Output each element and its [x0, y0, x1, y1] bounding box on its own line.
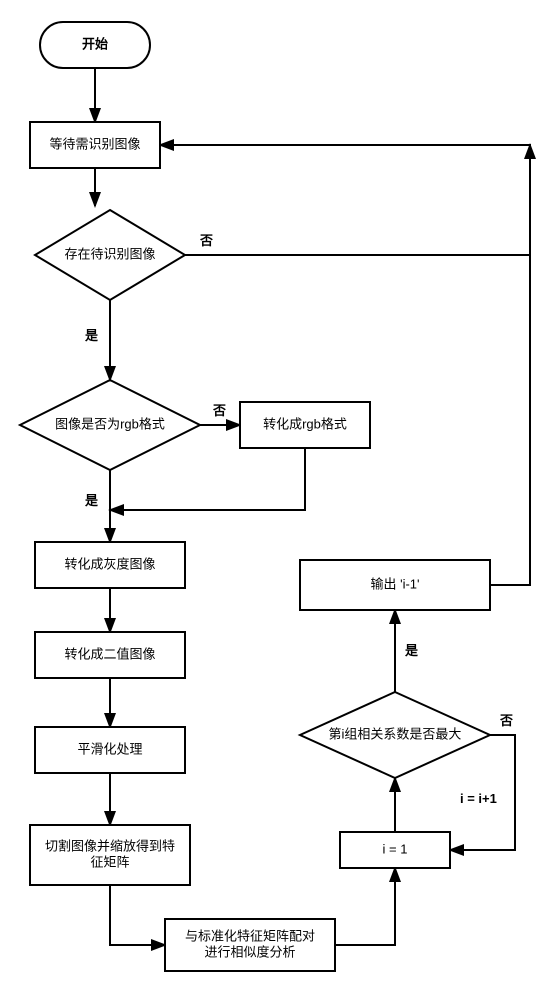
flow-edge — [490, 145, 530, 585]
node-wait: 等待需识别图像 — [30, 122, 160, 168]
edge-label: 否 — [499, 713, 513, 728]
flow-edge — [335, 868, 395, 945]
node-label: i = 1 — [383, 841, 408, 856]
edge-sublabel: i = i+1 — [460, 791, 497, 806]
edge-label: 是 — [84, 328, 99, 343]
node-label: 转化成二值图像 — [64, 646, 155, 661]
edge-label: 是 — [404, 643, 419, 658]
node-init: i = 1 — [340, 832, 450, 868]
flow-edge — [110, 885, 165, 945]
node-smooth: 平滑化处理 — [35, 727, 185, 773]
node-label: 开始 — [82, 36, 108, 51]
node-maxcorr: 第i组相关系数是否最大 — [300, 692, 490, 778]
node-label: 与标准化特征矩阵配对 — [185, 928, 315, 943]
node-label: 转化成rgb格式 — [263, 416, 347, 431]
edge-label: 是 — [84, 493, 99, 508]
edge-label: 否 — [212, 403, 226, 418]
node-label: 图像是否为rgb格式 — [55, 416, 165, 431]
node-output: 输出 'i-1' — [300, 560, 490, 610]
flow-edge — [160, 145, 530, 255]
node-label: 平滑化处理 — [77, 741, 142, 756]
edge-label: 否 — [199, 233, 213, 248]
node-match: 与标准化特征矩阵配对进行相似度分析 — [165, 919, 335, 971]
node-tobinary: 转化成二值图像 — [35, 632, 185, 678]
node-label: 存在待识别图像 — [64, 246, 155, 261]
node-label: 征矩阵 — [90, 855, 129, 870]
node-label: 转化成灰度图像 — [64, 556, 155, 571]
node-label: 第i组相关系数是否最大 — [329, 726, 462, 741]
node-exists: 存在待识别图像 — [35, 210, 185, 300]
node-torgb: 转化成rgb格式 — [240, 402, 370, 448]
node-label: 进行相似度分析 — [204, 945, 295, 960]
node-isrgb: 图像是否为rgb格式 — [20, 380, 200, 470]
node-label: 输出 'i-1' — [370, 576, 419, 591]
node-label: 等待需识别图像 — [49, 136, 140, 151]
node-start: 开始 — [40, 22, 150, 68]
node-togray: 转化成灰度图像 — [35, 542, 185, 588]
flow-edge — [110, 448, 305, 510]
node-crop: 切割图像并缩放得到特征矩阵 — [30, 825, 190, 885]
flowchart-diagram: 是否否是是否i = i+1开始等待需识别图像存在待识别图像图像是否为rgb格式转… — [0, 0, 548, 1000]
node-label: 切割图像并缩放得到特 — [45, 838, 175, 853]
